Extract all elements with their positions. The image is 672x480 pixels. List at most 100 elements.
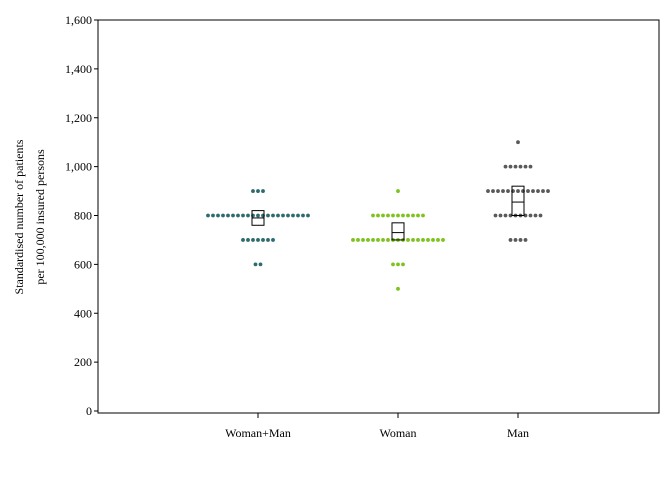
x-tick-label: Woman (379, 426, 416, 440)
data-point (371, 213, 375, 218)
data-point (366, 238, 370, 242)
data-marks (206, 140, 550, 291)
data-point (496, 189, 500, 193)
data-point (431, 238, 435, 242)
data-point (533, 213, 538, 218)
data-point (211, 213, 215, 218)
data-point (528, 213, 533, 218)
data-point (381, 238, 385, 242)
data-point (513, 238, 518, 242)
data-point (531, 189, 535, 193)
data-point (258, 262, 263, 267)
y-tick-label: 200 (74, 355, 92, 369)
data-point (376, 213, 380, 218)
data-point (251, 189, 255, 193)
data-point (256, 213, 260, 218)
data-point (506, 189, 510, 193)
data-point (503, 164, 508, 169)
plot-frame (97, 19, 660, 414)
y-tick-label: 600 (74, 257, 92, 271)
data-point (536, 189, 540, 193)
data-point (356, 238, 360, 242)
data-point (538, 213, 543, 218)
x-tick-label: Woman+Man (225, 426, 291, 440)
y-tick-label: 1,600 (65, 13, 92, 27)
data-point (493, 213, 498, 218)
data-point (216, 213, 220, 218)
data-point (421, 238, 425, 242)
data-point (416, 238, 420, 242)
data-point (491, 189, 495, 193)
data-point (436, 238, 440, 242)
data-point (306, 213, 310, 218)
data-point (286, 213, 290, 218)
data-point (291, 213, 295, 218)
data-point (391, 262, 395, 267)
confidence-box (391, 222, 405, 241)
data-point (518, 164, 523, 169)
data-point (396, 262, 400, 267)
data-point (386, 238, 390, 242)
y-axis-title-line-2: per 100,000 insured persons (33, 149, 47, 285)
data-point (396, 189, 400, 193)
data-point (231, 213, 235, 218)
data-point (523, 164, 528, 169)
y-axis-title-line-1: Standardised number of patients (12, 139, 26, 294)
data-point (528, 164, 533, 169)
data-point (276, 213, 280, 218)
data-point (541, 189, 545, 193)
data-point (523, 238, 528, 242)
data-point (416, 213, 420, 218)
data-point (508, 213, 513, 218)
y-tick-label: 800 (74, 209, 92, 223)
y-axis: 0 200 400 600 800 1,000 1,200 1,400 1,600 (65, 13, 98, 418)
data-point (526, 189, 530, 193)
data-point (396, 213, 400, 218)
data-point (386, 213, 390, 218)
series-group (486, 140, 550, 242)
data-point (486, 189, 490, 193)
confidence-box (511, 185, 525, 217)
data-point (501, 189, 505, 193)
data-point (441, 238, 445, 242)
data-point (296, 213, 300, 218)
data-point (391, 213, 395, 218)
y-tick-label: 0 (86, 404, 92, 418)
data-point (206, 213, 210, 218)
data-point (426, 238, 430, 242)
x-tick-label: Man (507, 426, 529, 440)
data-point (251, 238, 255, 242)
data-point (376, 238, 380, 242)
data-point (421, 213, 425, 218)
data-point (508, 238, 513, 242)
data-point (411, 213, 415, 218)
series-group (351, 189, 445, 291)
data-point (221, 213, 225, 218)
data-point (281, 213, 285, 218)
x-axis: Woman+Man Woman Man (225, 413, 529, 440)
data-point (401, 262, 405, 267)
data-point (401, 213, 405, 218)
y-tick-label: 400 (74, 306, 92, 320)
data-point (266, 238, 270, 242)
data-point (411, 238, 415, 242)
data-point (241, 238, 245, 242)
y-tick-label: 1,000 (65, 160, 92, 174)
data-point (226, 213, 230, 218)
y-tick-label: 1,200 (65, 111, 92, 125)
data-point (406, 238, 410, 242)
data-point (253, 262, 258, 267)
data-point (256, 189, 260, 193)
data-point (301, 213, 305, 218)
data-point (271, 213, 275, 218)
data-point (351, 238, 355, 242)
data-point (241, 213, 245, 218)
data-point (236, 213, 240, 218)
data-point (256, 238, 260, 242)
data-point (381, 213, 385, 218)
data-point (508, 164, 513, 169)
series-group (206, 189, 310, 267)
y-tick-label: 1,400 (65, 62, 92, 76)
data-point (371, 238, 375, 242)
